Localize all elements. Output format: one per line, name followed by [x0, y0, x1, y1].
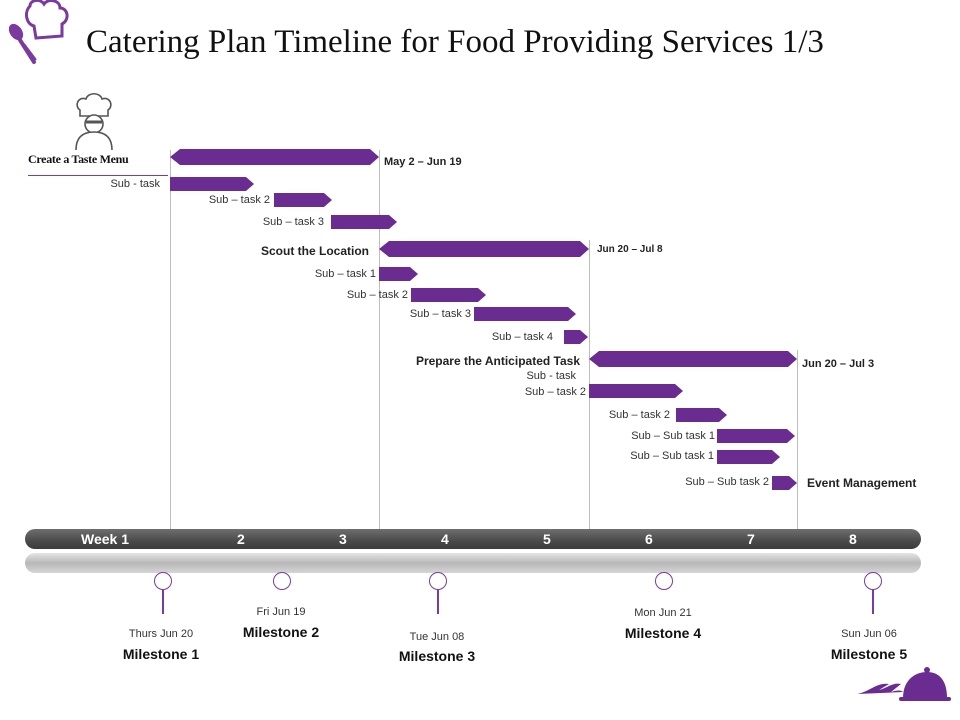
task-label-sub-task: Sub - task: [110, 178, 160, 190]
gantt-bar-sub-task-2[interactable]: [274, 193, 332, 207]
gantt-bar-sub-sub-task-1[interactable]: [717, 429, 795, 443]
task-label-sub-task-b: Sub - task: [526, 370, 576, 382]
milestone-date-2: Fri Jun 19: [256, 606, 306, 618]
task-label-sub-sub-task-1: Sub – Sub task 1: [631, 430, 715, 442]
gantt-bar-scout-location[interactable]: [379, 241, 589, 257]
week-label-2: 2: [237, 531, 245, 547]
task-label-event-management: Event Management: [807, 476, 917, 490]
task-label-prepare-task: Prepare the Anticipated Task: [415, 354, 580, 368]
milestone-name-1: Milestone 1: [122, 646, 200, 662]
cloche-icon: [857, 667, 951, 701]
week-label-6: 6: [645, 531, 653, 547]
milestone-name-4: Milestone 4: [624, 625, 702, 641]
gantt-bar-prepare-task[interactable]: [589, 351, 797, 367]
week-label-8: 8: [849, 531, 857, 547]
task-label-scout-location: Scout the Location: [261, 244, 369, 258]
task-label-sub-task-2d: Sub – task 2: [608, 409, 670, 421]
gantt-bar-sub-task-2b[interactable]: [411, 288, 486, 302]
milestone-date-5: Sun Jun 06: [841, 628, 897, 640]
milestone-marker-4[interactable]: [655, 572, 673, 590]
guide-line: [170, 150, 171, 530]
task-label-sub-sub-task-1b: Sub – Sub task 1: [630, 450, 714, 462]
milestone-date-4: Mon Jun 21: [634, 607, 692, 619]
date-range-scout-location: Jun 20 – Jul 8: [597, 244, 663, 255]
task-label-create-taste-menu: Create a Taste Menu: [28, 152, 129, 166]
milestone-stem: [872, 590, 874, 614]
task-label-sub-task-3: Sub – task 3: [262, 216, 324, 228]
gantt-bar-sub-task-2d[interactable]: [676, 408, 727, 422]
guide-line: [379, 150, 380, 530]
divider: [28, 175, 168, 176]
milestone-marker-1[interactable]: [154, 572, 172, 590]
guide-line: [797, 350, 798, 530]
milestone-marker-2[interactable]: [273, 572, 291, 590]
week-label-4: 4: [441, 531, 449, 547]
task-label-sub-sub-task-2: Sub – Sub task 2: [685, 476, 769, 488]
milestone-name-5: Milestone 5: [830, 646, 908, 662]
gantt-bar-sub-task[interactable]: [170, 177, 254, 191]
task-label-sub-task-4: Sub – task 4: [491, 331, 553, 343]
gantt-bar-sub-sub-task-1b[interactable]: [717, 450, 780, 464]
gantt-bar-create-taste-menu[interactable]: [170, 149, 379, 165]
gantt-bar-sub-task-4[interactable]: [564, 330, 588, 344]
date-range-create-taste-menu: May 2 – Jun 19: [384, 156, 462, 168]
task-label-sub-task-3b: Sub – task 3: [409, 308, 471, 320]
gantt-bar-sub-task-2c[interactable]: [589, 384, 683, 398]
fork-spoon-chefhat-icon: [8, 0, 69, 64]
timeline-shadow: [25, 553, 921, 573]
milestone-date-3: Tue Jun 08: [409, 631, 465, 643]
gantt-bar-sub-task-1[interactable]: [379, 267, 418, 281]
date-range-prepare-task: Jun 20 – Jul 3: [802, 358, 875, 370]
chef-icon: [75, 92, 113, 150]
gantt-bar-sub-task-3[interactable]: [331, 215, 397, 229]
task-label-sub-task-1: Sub – task 1: [314, 268, 376, 280]
milestone-marker-3[interactable]: [429, 572, 447, 590]
milestone-marker-5[interactable]: [864, 572, 882, 590]
milestone-stem: [162, 590, 164, 614]
week-label-3: 3: [339, 531, 347, 547]
task-label-sub-task-2c: Sub – task 2: [524, 386, 586, 398]
milestone-name-3: Milestone 3: [398, 648, 476, 664]
task-label-sub-task-2b: Sub – task 2: [346, 289, 408, 301]
milestone-stem: [437, 590, 439, 614]
week-label-1: Week 1: [81, 531, 129, 547]
gantt-bar-sub-task-3b[interactable]: [474, 307, 576, 321]
week-label-7: 7: [747, 531, 755, 547]
task-label-sub-task-2: Sub – task 2: [208, 194, 270, 206]
page-title: Catering Plan Timeline for Food Providin…: [86, 24, 824, 60]
milestone-name-2: Milestone 2: [242, 624, 320, 640]
gantt-bar-sub-sub-task-2[interactable]: [772, 476, 797, 490]
week-label-5: 5: [543, 531, 551, 547]
milestone-date-1: Thurs Jun 20: [128, 628, 194, 640]
timeline-bar: [25, 529, 921, 549]
